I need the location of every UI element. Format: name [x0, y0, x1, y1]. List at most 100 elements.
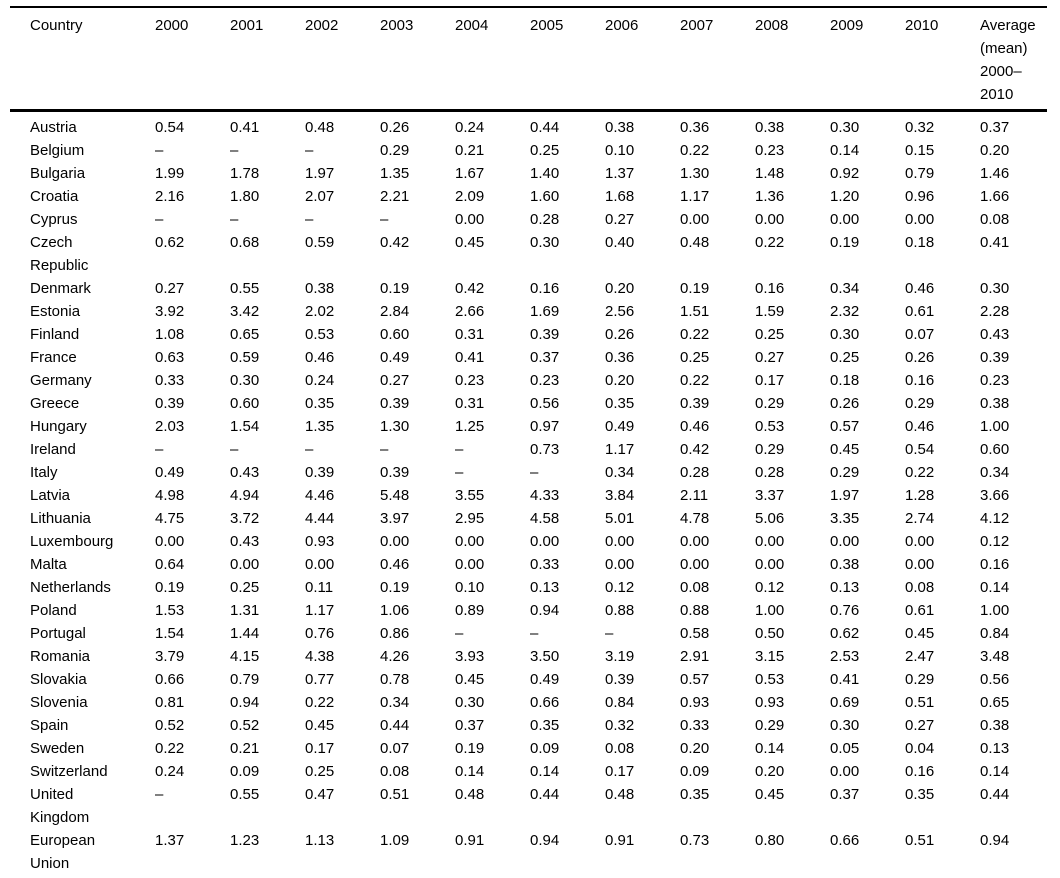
column-header-2006: 2006 — [605, 7, 680, 112]
value-cell: 1.40 — [530, 165, 560, 182]
country-cell: Cyprus — [30, 211, 78, 228]
value-cell: 0.41 — [455, 349, 485, 366]
value-cell: 1.28 — [905, 487, 935, 504]
value-cell: 0.30 — [230, 372, 260, 389]
country-cell: Czech Republic — [30, 234, 89, 274]
value-cell: 0.23 — [980, 372, 1010, 389]
value-cell: 0.91 — [605, 832, 635, 849]
value-cell: 0.38 — [980, 395, 1010, 412]
value-cell: 0.24 — [455, 119, 485, 136]
value-cell: 0.48 — [680, 234, 710, 251]
value-cell: 3.84 — [605, 487, 635, 504]
value-cell: 0.94 — [980, 832, 1010, 849]
value-cell: 0.80 — [755, 832, 785, 849]
value-cell: 0.12 — [755, 579, 785, 596]
value-cell: 1.44 — [230, 625, 260, 642]
value-cell: 2.53 — [830, 648, 860, 665]
country-cell: Greece — [30, 395, 80, 412]
value-cell: 1.20 — [830, 188, 860, 205]
value-cell: 0.44 — [530, 119, 560, 136]
table-row: Romania 3.79 4.15 4.38 4.26 3.93 3.50 3.19 2.91 3… — [10, 645, 1047, 668]
value-cell: 0.28 — [530, 211, 560, 228]
value-cell: 0.20 — [605, 372, 635, 389]
value-cell: 0.45 — [755, 786, 785, 803]
value-cell: 0.46 — [680, 418, 710, 435]
table-row: Switzerland 0.24 0.09 0.25 0.08 0.14 0.14 0.17 0… — [10, 760, 1047, 783]
value-cell: 0.65 — [980, 694, 1010, 711]
table-row: United Kingdom – 0.55 0.47 0.51 0.48 0.44 0.48 0… — [10, 783, 1047, 829]
value-cell: 0.45 — [905, 625, 935, 642]
value-cell: 0.53 — [755, 418, 785, 435]
value-cell: 0.16 — [530, 280, 560, 297]
value-cell: 0.50 — [755, 625, 785, 642]
value-cell: 0.39 — [380, 464, 410, 481]
value-cell: 0.54 — [155, 119, 185, 136]
value-cell: 0.25 — [680, 349, 710, 366]
value-cell: 4.58 — [530, 510, 560, 527]
value-cell: 1.46 — [980, 165, 1010, 182]
value-cell: 0.17 — [605, 763, 635, 780]
value-cell: 0.41 — [830, 671, 860, 688]
value-cell: 4.44 — [305, 510, 335, 527]
value-cell: 4.94 — [230, 487, 260, 504]
value-cell: 0.33 — [155, 372, 185, 389]
value-cell: 0.29 — [905, 395, 935, 412]
value-cell: 1.69 — [530, 303, 560, 320]
column-header-2005: 2005 — [530, 7, 605, 112]
value-cell: 0.11 — [305, 579, 334, 596]
value-cell: 0.37 — [980, 119, 1010, 136]
value-cell: 0.38 — [305, 280, 335, 297]
value-cell: 0.18 — [905, 234, 935, 251]
value-cell: 0.07 — [380, 740, 410, 757]
value-cell: 1.13 — [305, 832, 335, 849]
value-cell: 0.57 — [830, 418, 860, 435]
value-cell: 1.00 — [755, 602, 785, 619]
value-cell: 0.08 — [380, 763, 410, 780]
country-cell: European Union — [30, 832, 96, 872]
value-cell: 3.72 — [230, 510, 260, 527]
value-cell: 0.20 — [605, 280, 635, 297]
value-cell: – — [155, 211, 164, 228]
value-cell: 0.19 — [455, 740, 485, 757]
value-cell: 0.57 — [680, 671, 710, 688]
value-cell: 1.30 — [680, 165, 710, 182]
value-cell: 0.52 — [155, 717, 185, 734]
value-cell: 0.42 — [455, 280, 485, 297]
value-cell: 0.30 — [530, 234, 560, 251]
country-cell: Lithuania — [30, 510, 91, 527]
value-cell: 1.25 — [455, 418, 485, 435]
value-cell: 0.49 — [155, 464, 185, 481]
table-row: France 0.63 0.59 0.46 0.49 0.41 0.37 0.36 0.25 0.… — [10, 346, 1047, 369]
value-cell: 0.76 — [830, 602, 860, 619]
table-row: Slovakia 0.66 0.79 0.77 0.78 0.45 0.49 0.39 0.57… — [10, 668, 1047, 691]
column-header-2007: 2007 — [680, 7, 755, 112]
value-cell: 0.22 — [680, 142, 710, 159]
value-cell: 0.39 — [680, 395, 710, 412]
value-cell: 3.93 — [455, 648, 485, 665]
value-cell: 0.84 — [605, 694, 635, 711]
value-cell: 0.22 — [755, 234, 785, 251]
value-cell: 3.19 — [605, 648, 635, 665]
value-cell: 0.42 — [380, 234, 410, 251]
value-cell: 0.66 — [530, 694, 560, 711]
value-cell: 0.93 — [755, 694, 785, 711]
value-cell: 0.40 — [605, 234, 635, 251]
value-cell: 0.00 — [680, 211, 710, 228]
value-cell: 0.09 — [230, 763, 260, 780]
value-cell: – — [305, 211, 314, 228]
value-cell: 0.62 — [155, 234, 185, 251]
value-cell: 1.54 — [155, 625, 185, 642]
value-cell: 0.45 — [305, 717, 335, 734]
value-cell: 0.19 — [680, 280, 710, 297]
table-row: Germany 0.33 0.30 0.24 0.27 0.23 0.23 0.20 0.22 0… — [10, 369, 1047, 392]
value-cell: 0.79 — [230, 671, 260, 688]
value-cell: 1.78 — [230, 165, 260, 182]
country-cell: Sweden — [30, 740, 85, 757]
value-cell: 0.25 — [230, 579, 260, 596]
value-cell: – — [530, 464, 539, 481]
value-cell: 1.97 — [305, 165, 335, 182]
value-cell: 0.24 — [305, 372, 335, 389]
table-row: Bulgaria 1.99 1.78 1.97 1.35 1.67 1.40 1.37 1.30… — [10, 162, 1047, 185]
column-header-2004: 2004 — [455, 7, 530, 112]
value-cell: 0.84 — [980, 625, 1010, 642]
